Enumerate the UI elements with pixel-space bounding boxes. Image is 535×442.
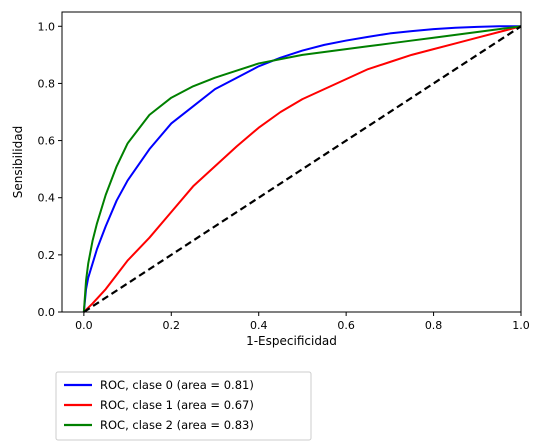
- y-tick-label: 0.4: [38, 192, 56, 205]
- x-axis-label: 1-Especificidad: [246, 334, 337, 348]
- y-axis-label: Sensibilidad: [11, 126, 25, 198]
- roc-curve-class-1: [83, 25, 522, 313]
- y-tick-label: 1.0: [38, 20, 56, 33]
- legend-entry: ROC, clase 1 (area = 0.67): [100, 398, 254, 412]
- chance-diagonal-line: [83, 25, 522, 313]
- x-tick-label: 0.4: [250, 319, 268, 332]
- x-tick-label: 1.0: [512, 319, 530, 332]
- x-tick-label: 0.0: [75, 319, 93, 332]
- y-tick-label: 0.8: [38, 77, 56, 90]
- plot-lines: [82, 25, 522, 313]
- plot-frame: [61, 11, 522, 313]
- x-tick-label: 0.6: [337, 319, 355, 332]
- legend-entry: ROC, clase 2 (area = 0.83): [100, 418, 254, 432]
- x-tick-label: 0.2: [163, 319, 181, 332]
- roc-curve-class-0: [82, 25, 521, 313]
- legend-entry: ROC, clase 0 (area = 0.81): [100, 378, 254, 392]
- legend-box: [55, 371, 312, 441]
- x-tick-label: 0.8: [425, 319, 443, 332]
- legend: ROC, clase 0 (area = 0.81) ROC, clase 1 (…: [55, 371, 312, 441]
- y-tick-label: 0.6: [38, 135, 56, 148]
- y-axis: 0.0 0.2 0.4 0.6 0.8 1.0: [38, 20, 62, 319]
- y-tick-label: 0.2: [38, 249, 56, 262]
- roc-curve-class-2: [82, 25, 522, 313]
- x-axis: 0.0 0.2 0.4 0.6 0.8 1.0: [75, 312, 530, 332]
- y-tick-label: 0.0: [38, 306, 56, 319]
